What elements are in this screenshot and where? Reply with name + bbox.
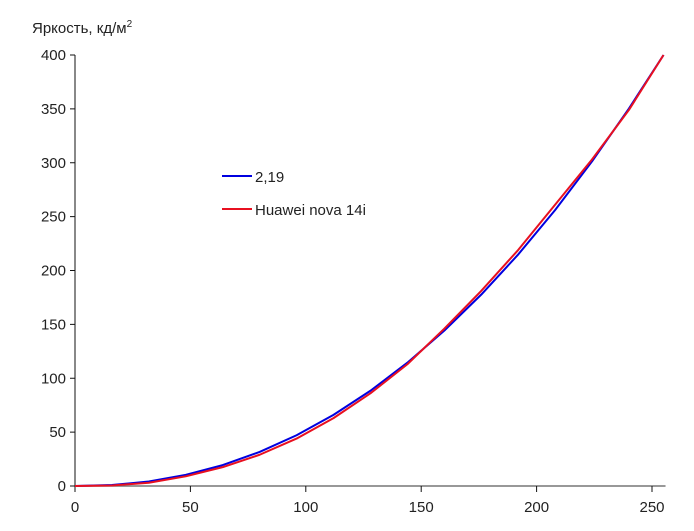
legend: 2,19 Huawei nova 14i (222, 169, 366, 219)
axes: 0 50 100 150 200 250 300 350 400 0 50 100 150 200 250 (41, 47, 666, 516)
y-tick-label: 100 (41, 370, 66, 387)
y-tick-label: 250 (41, 209, 66, 226)
y-tick-label: 150 (41, 316, 66, 333)
x-tick-label: 100 (293, 499, 318, 516)
y-tick-label: 200 (41, 263, 66, 280)
legend-label-1: Huawei nova 14i (255, 202, 366, 219)
x-tick-label: 150 (409, 499, 434, 516)
series-lines (74, 54, 665, 487)
series-line-1 (74, 54, 665, 487)
legend-label-0: 2,19 (255, 169, 284, 186)
y-tick-label: 50 (49, 424, 66, 441)
y-tick-label: 300 (41, 155, 66, 172)
y-tick-label: 350 (41, 101, 66, 118)
series-line-0 (74, 54, 665, 487)
x-tick-label: 50 (182, 499, 199, 516)
x-tick-label: 0 (71, 499, 79, 516)
y-tick-label: 0 (58, 478, 66, 495)
y-tick-label: 400 (41, 47, 66, 64)
x-tick-label: 200 (524, 499, 549, 516)
x-tick-label: 250 (639, 499, 664, 516)
y-axis-title: Яркость, кд/м2 (32, 19, 133, 37)
